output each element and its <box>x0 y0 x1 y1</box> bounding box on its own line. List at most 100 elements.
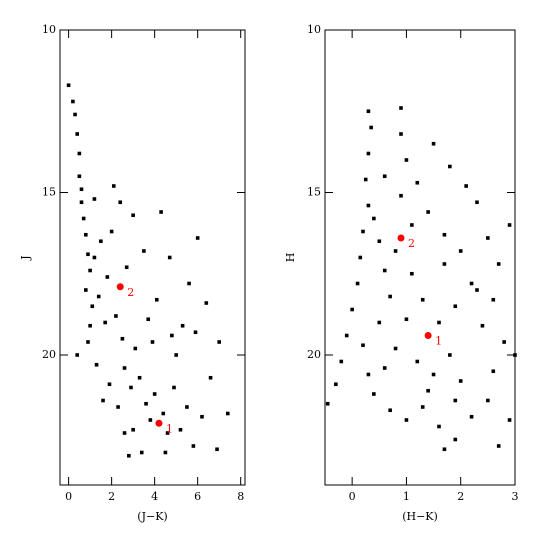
data-point <box>453 398 458 403</box>
data-point <box>163 450 168 455</box>
x-axis-label: (H−K) <box>402 510 438 523</box>
data-point <box>122 431 127 435</box>
data-point <box>325 401 330 406</box>
highlight-point <box>155 419 163 427</box>
data-point <box>507 418 512 422</box>
y-axis-label: H <box>284 253 297 263</box>
x-axis-label: (J−K) <box>137 510 167 523</box>
data-point <box>437 320 441 325</box>
data-point <box>150 340 155 344</box>
point-label: 1 <box>435 335 442 348</box>
data-point <box>131 427 135 432</box>
data-point <box>399 193 403 198</box>
data-point <box>339 359 344 364</box>
data-point <box>486 236 490 240</box>
x-tick-label: 2 <box>108 490 115 503</box>
data-point <box>415 180 420 185</box>
data-point <box>172 385 176 390</box>
data-point <box>111 184 116 188</box>
data-point <box>159 210 163 214</box>
data-point <box>107 382 112 387</box>
data-point <box>358 255 363 260</box>
data-point <box>79 187 84 192</box>
data-point <box>453 437 458 442</box>
data-point <box>137 375 142 380</box>
data-point <box>491 369 496 374</box>
data-point <box>96 294 101 299</box>
data-point <box>174 353 178 357</box>
data-point <box>442 447 447 452</box>
data-point <box>133 346 138 351</box>
highlight-point <box>397 234 405 242</box>
data-point <box>109 229 114 234</box>
data-point <box>382 366 387 370</box>
data-point <box>399 132 403 136</box>
data-point <box>350 307 354 312</box>
data-point <box>355 281 360 286</box>
data-point <box>469 281 474 286</box>
data-point <box>372 216 376 221</box>
data-point <box>420 405 425 409</box>
data-point <box>187 281 191 286</box>
x-tick-label: 4 <box>151 490 158 503</box>
data-point <box>369 125 373 130</box>
data-point <box>366 151 371 156</box>
y-tick-label: 10 <box>307 23 321 36</box>
data-point <box>148 418 153 422</box>
data-point <box>142 249 146 253</box>
data-point <box>382 174 387 179</box>
data-point <box>404 317 409 322</box>
data-point <box>388 408 392 413</box>
data-point <box>334 382 338 387</box>
data-point <box>361 343 365 348</box>
highlight-point <box>116 283 124 291</box>
data-point <box>193 330 198 335</box>
x-tick-label: 3 <box>512 490 519 503</box>
data-point <box>507 223 512 227</box>
data-point <box>464 184 468 188</box>
data-point <box>363 177 368 182</box>
data-point <box>431 141 436 146</box>
data-point <box>146 317 150 322</box>
data-point <box>131 213 135 218</box>
data-point <box>99 239 103 244</box>
data-point <box>410 271 414 276</box>
data-point <box>366 203 371 208</box>
data-point <box>118 200 123 205</box>
data-point <box>225 411 230 416</box>
y-tick-label: 15 <box>42 186 56 199</box>
highlight-point <box>424 332 432 339</box>
x-tick-label: 8 <box>237 490 244 503</box>
y-tick-label: 10 <box>42 23 56 36</box>
data-point <box>92 255 97 260</box>
data-point <box>393 346 398 351</box>
data-point <box>124 265 129 270</box>
data-point <box>344 333 349 338</box>
data-point <box>217 340 221 344</box>
data-point <box>88 268 92 273</box>
x-tick-label: 0 <box>349 490 356 503</box>
data-point <box>496 444 501 448</box>
data-point <box>167 255 172 260</box>
data-point <box>404 418 409 422</box>
data-point <box>420 297 425 302</box>
data-point <box>88 323 92 328</box>
data-point <box>101 398 105 403</box>
data-point <box>399 106 403 110</box>
data-point <box>84 232 88 237</box>
data-point <box>366 109 371 114</box>
data-point <box>382 268 387 273</box>
data-point <box>185 405 189 409</box>
data-point <box>448 164 452 169</box>
point-label: 2 <box>408 237 415 250</box>
data-point <box>377 320 382 325</box>
data-point <box>208 375 213 380</box>
data-point <box>361 229 365 234</box>
data-point <box>127 453 131 458</box>
data-point <box>165 431 170 435</box>
data-point <box>491 297 496 302</box>
data-point <box>437 424 441 429</box>
plot-frame <box>324 29 516 486</box>
data-point <box>426 210 430 214</box>
data-point <box>366 372 371 377</box>
